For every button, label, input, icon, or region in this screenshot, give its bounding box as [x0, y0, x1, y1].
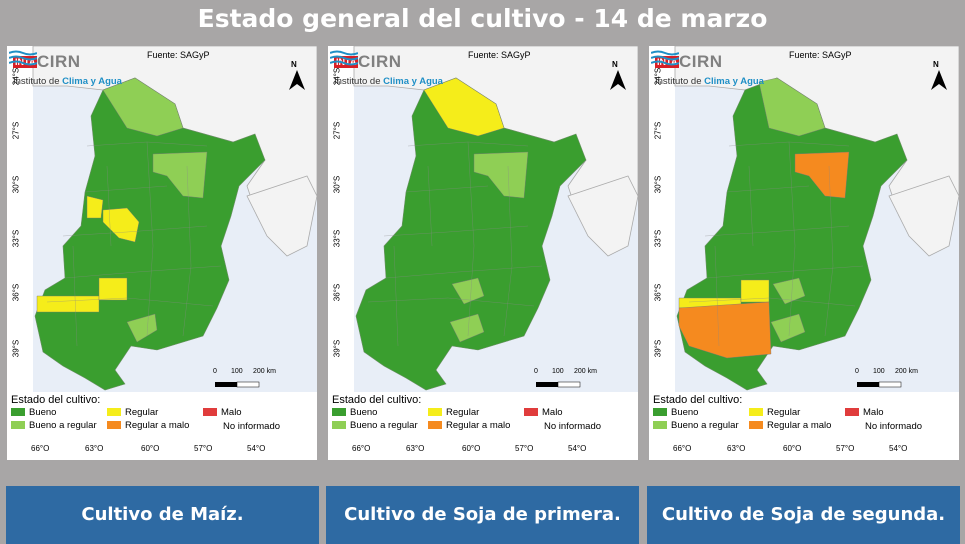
page-title: Estado general del cultivo - 14 de marzo	[197, 4, 768, 33]
waves-icon	[651, 50, 679, 66]
latitude-label: 30°S	[332, 175, 342, 194]
longitude-label: 66°O	[673, 444, 692, 453]
legend-title: Estado del cultivo:	[332, 394, 422, 406]
source-label: Fuente: SAGyP	[789, 50, 852, 60]
legend-item: Regular	[107, 407, 158, 418]
longitude-label: 66°O	[352, 444, 371, 453]
longitude-label: 66°O	[31, 444, 50, 453]
map-panel-soja-primera: INTA CIRN Instituto de Clima y Agua Fuente:…	[328, 46, 638, 460]
north-arrow-icon: N	[291, 60, 297, 69]
longitude-label: 57°O	[194, 444, 213, 453]
caption-maiz: Cultivo de Maíz.	[6, 486, 319, 544]
latitude-label: 33°S	[332, 229, 342, 248]
legend-item: Regular a malo	[749, 420, 831, 431]
longitude-label: 63°O	[406, 444, 425, 453]
latitude-label: 39°S	[653, 339, 663, 358]
institute-name: Instituto de Clima y Agua	[655, 76, 764, 87]
latitude-label: 30°S	[11, 175, 21, 194]
longitude-label: 54°O	[889, 444, 908, 453]
map-legend: Estado del cultivo: Bueno Bueno a regular R…	[9, 394, 287, 438]
map-panel-maiz: INTA CIRN Instituto de Clima y Agua Fuente:…	[7, 46, 317, 460]
latitude-label: 24°S	[332, 67, 342, 86]
source-label: Fuente: SAGyP	[147, 50, 210, 60]
legend-item: No informado	[203, 420, 280, 432]
waves-icon	[9, 50, 37, 66]
legend-item: Regular	[749, 407, 800, 418]
caption-soja-primera: Cultivo de Soja de primera.	[326, 486, 639, 544]
legend-title: Estado del cultivo:	[653, 394, 743, 406]
cirn-text: CIRN	[37, 52, 81, 71]
legend-item: Bueno	[11, 407, 56, 418]
longitude-label: 57°O	[836, 444, 855, 453]
north-arrow-icon: N	[933, 60, 939, 69]
institute-name: Instituto de Clima y Agua	[13, 76, 122, 87]
legend-item: Regular a malo	[428, 420, 510, 431]
legend-item: Malo	[203, 407, 242, 418]
latitude-label: 27°S	[11, 121, 21, 140]
map-legend: Estado del cultivo: Bueno Bueno a regular R…	[651, 394, 929, 438]
latitude-label: 36°S	[653, 283, 663, 302]
legend-item: No informado	[845, 420, 922, 432]
longitude-label: 54°O	[247, 444, 266, 453]
institute-name: Instituto de Clima y Agua	[334, 76, 443, 87]
latitude-label: 27°S	[332, 121, 342, 140]
longitude-label: 63°O	[85, 444, 104, 453]
latitude-label: 27°S	[653, 121, 663, 140]
legend-item: Bueno	[653, 407, 698, 418]
legend-item: Bueno a regular	[653, 420, 739, 431]
latitude-label: 33°S	[11, 229, 21, 248]
latitude-label: 24°S	[11, 67, 21, 86]
cirn-logo: INTA CIRN Instituto de Clima y Agua	[651, 50, 764, 87]
longitude-label: 63°O	[727, 444, 746, 453]
north-arrow-icon: N	[612, 60, 618, 69]
latitude-label: 39°S	[332, 339, 342, 358]
latitude-label: 36°S	[11, 283, 21, 302]
longitude-label: 60°O	[462, 444, 481, 453]
longitude-label: 60°O	[141, 444, 160, 453]
legend-item: Bueno a regular	[332, 420, 418, 431]
latitude-label: 30°S	[653, 175, 663, 194]
legend-item: Regular	[428, 407, 479, 418]
longitude-label: 54°O	[568, 444, 587, 453]
latitude-label: 39°S	[11, 339, 21, 358]
legend-title: Estado del cultivo:	[11, 394, 101, 406]
cirn-logo: INTA CIRN Instituto de Clima y Agua	[9, 50, 122, 87]
longitude-label: 60°O	[783, 444, 802, 453]
legend-item: Regular a malo	[107, 420, 189, 431]
latitude-label: 36°S	[332, 283, 342, 302]
longitude-label: 57°O	[515, 444, 534, 453]
map-panel-soja-segunda: INTA CIRN Instituto de Clima y Agua Fuente:…	[649, 46, 959, 460]
legend-item: Malo	[524, 407, 563, 418]
legend-item: No informado	[524, 420, 601, 432]
source-label: Fuente: SAGyP	[468, 50, 531, 60]
cirn-text: CIRN	[358, 52, 402, 71]
waves-icon	[330, 50, 358, 66]
legend-item: Malo	[845, 407, 884, 418]
legend-item: Bueno	[332, 407, 377, 418]
cirn-text: CIRN	[679, 52, 723, 71]
caption-soja-segunda: Cultivo de Soja de segunda.	[647, 486, 960, 544]
cirn-logo: INTA CIRN Instituto de Clima y Agua	[330, 50, 443, 87]
latitude-label: 24°S	[653, 67, 663, 86]
map-legend: Estado del cultivo: Bueno Bueno a regular R…	[330, 394, 608, 438]
latitude-label: 33°S	[653, 229, 663, 248]
legend-item: Bueno a regular	[11, 420, 97, 431]
